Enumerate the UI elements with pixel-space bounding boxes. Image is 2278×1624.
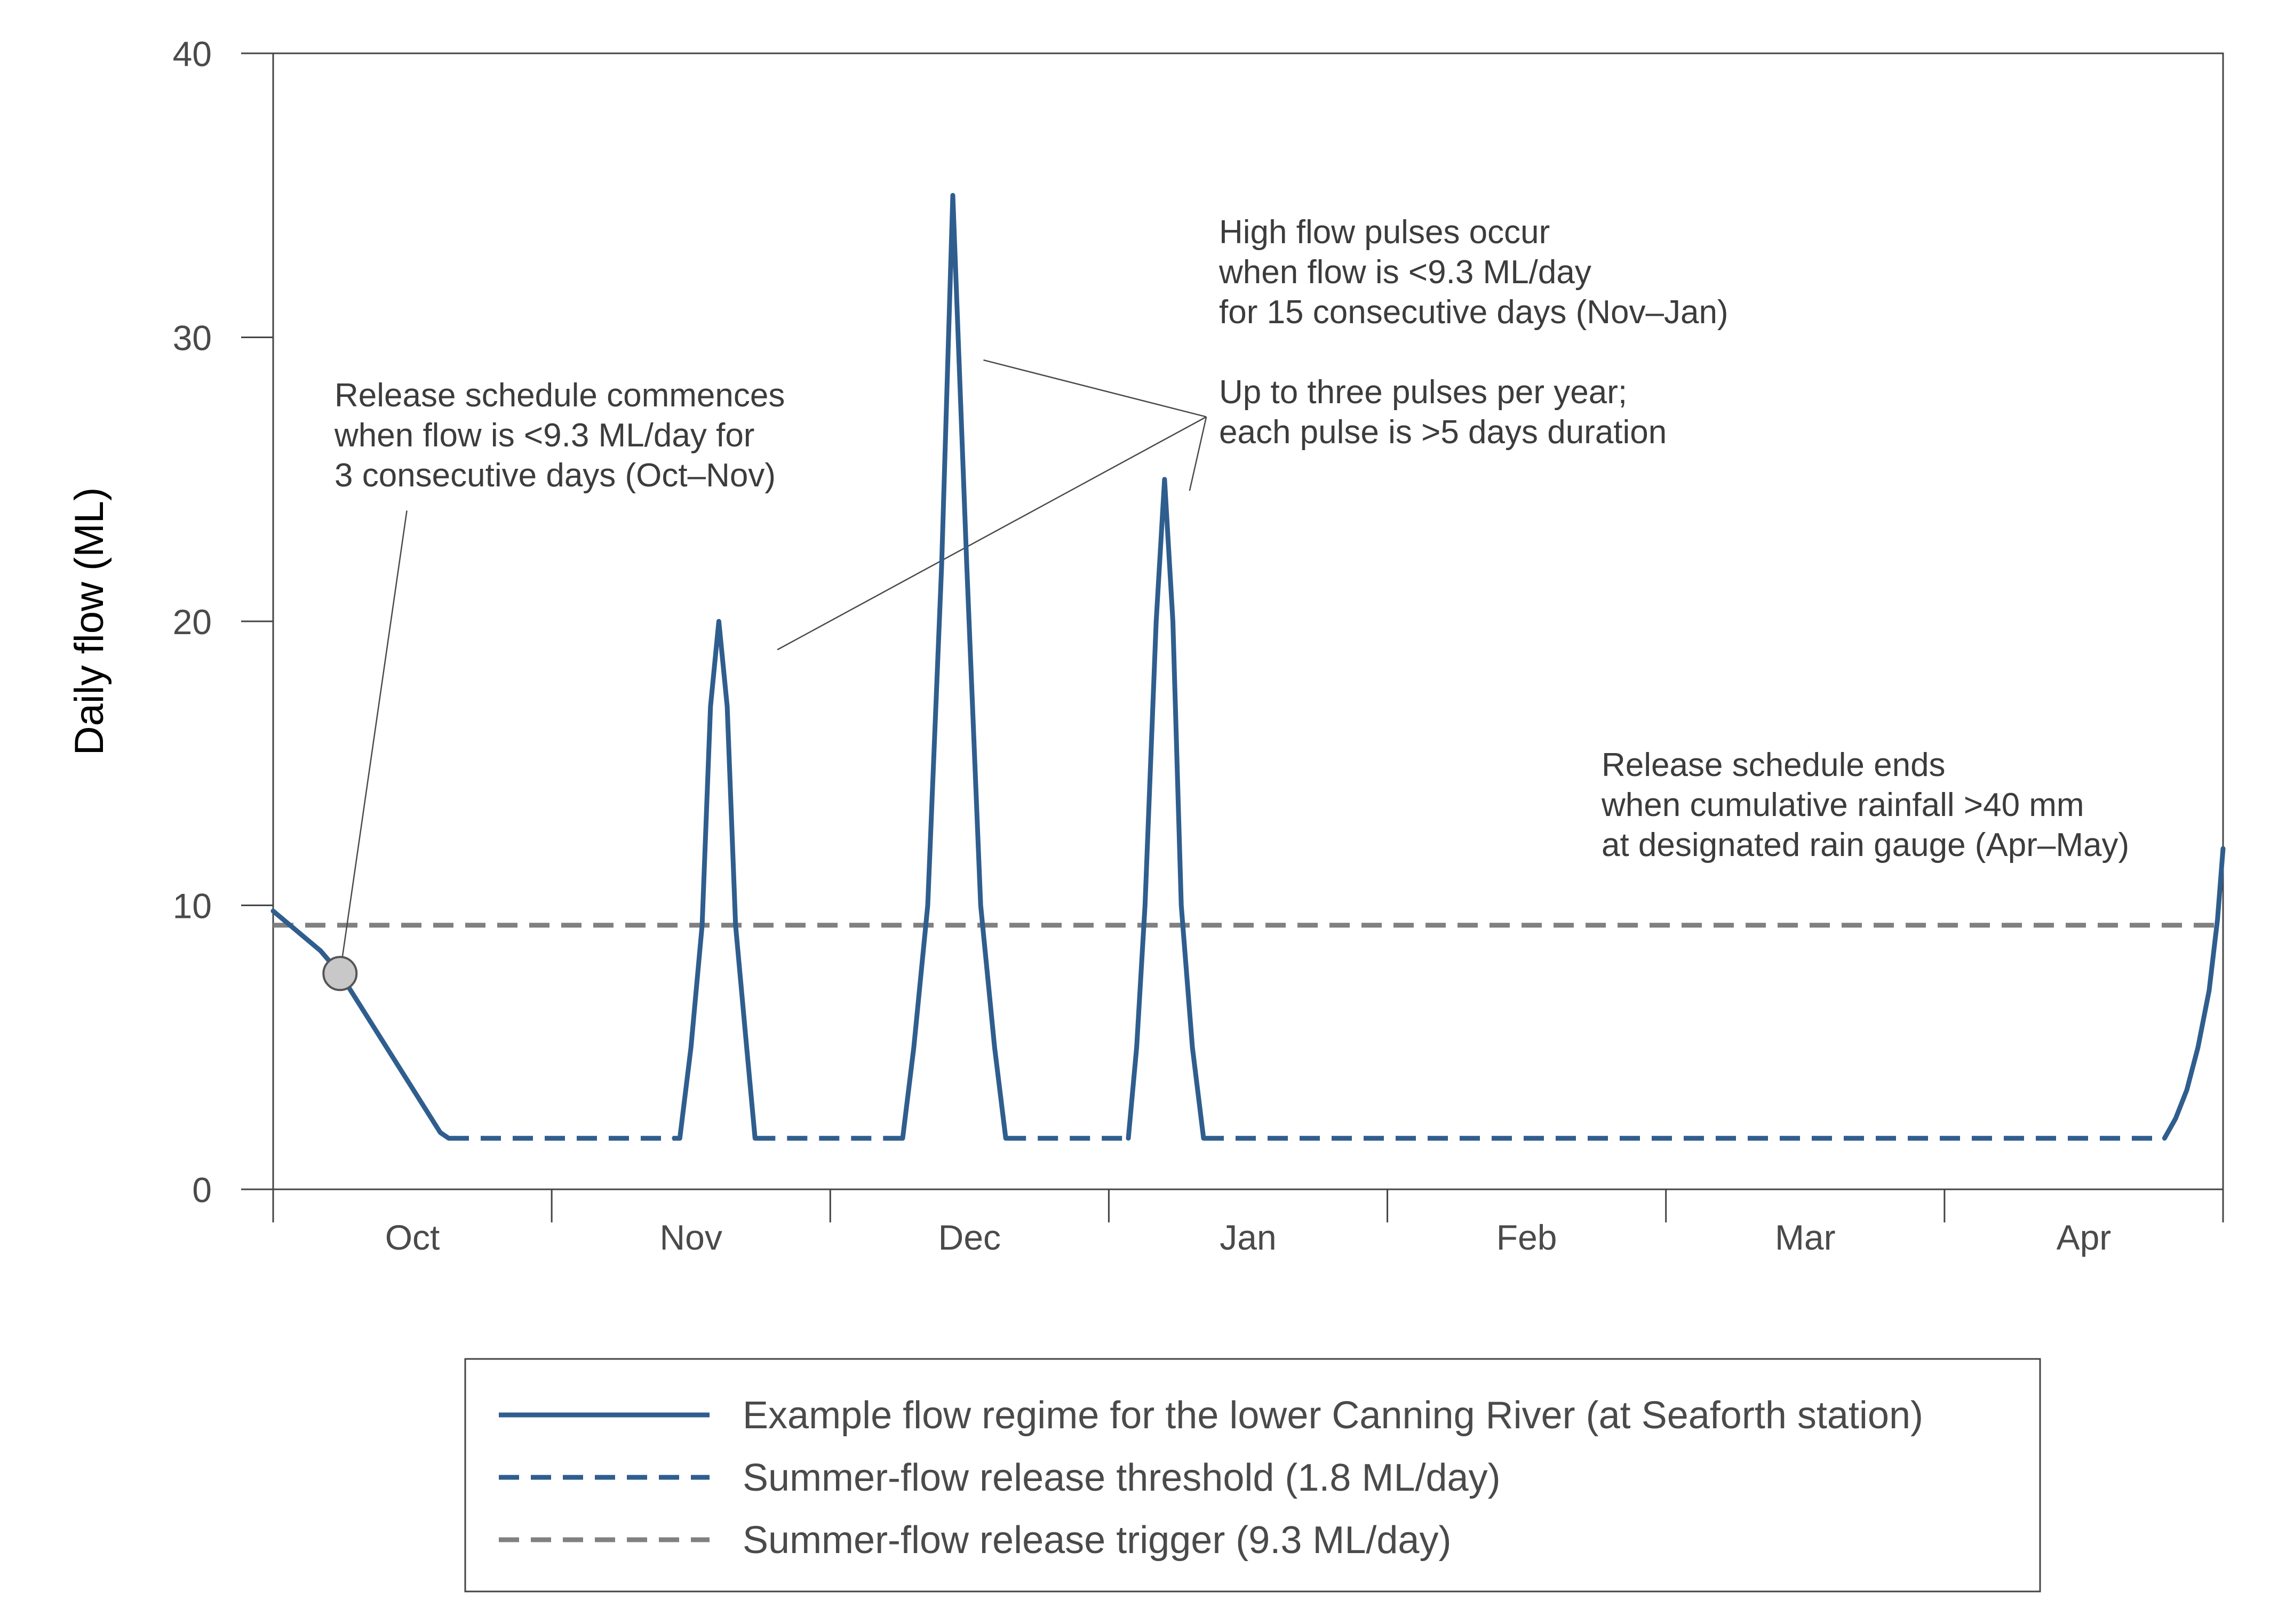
flow-line-final-rise	[2162, 846, 2226, 1141]
marker-layer	[322, 956, 358, 991]
annotation-3-line-3: at designated rain gauge (Apr–May)	[1602, 827, 2129, 863]
y-tick-label: 10	[173, 886, 212, 926]
annotation-1-line-2: when flow is <9.3 ML/day for	[334, 417, 754, 454]
leader-lines	[339, 359, 1207, 974]
y-axis: 0 10 20 30 40	[173, 34, 273, 1210]
flow-pulse-1	[672, 619, 758, 1141]
legend-label-trigger: Summer-flow release trigger (9.3 ML/day)	[743, 1519, 1451, 1562]
x-tick-label-feb: Feb	[1496, 1218, 1557, 1257]
x-tick-label-oct: Oct	[385, 1218, 440, 1257]
x-tick-label-jan: Jan	[1220, 1218, 1276, 1257]
annotation-2-line-2: when flow is <9.3 ML/day	[1218, 254, 1591, 291]
y-tick-label: 30	[173, 318, 212, 358]
leader-line-pulse-3	[1189, 417, 1207, 491]
annotation-release-ends: Release schedule ends when cumulative ra…	[1601, 747, 2129, 863]
flow-pulse-3	[1126, 477, 1206, 1141]
x-tick-label-nov: Nov	[660, 1218, 722, 1257]
annotation-3-line-1: Release schedule ends	[1602, 747, 1946, 783]
annotation-high-flow-pulses: High flow pulses occur when flow is <9.3…	[1218, 214, 1729, 451]
x-tick-label-dec: Dec	[938, 1218, 1001, 1257]
x-tick-label-mar: Mar	[1775, 1218, 1836, 1257]
flow-pulse-2	[900, 193, 1008, 1141]
x-tick-label-apr: Apr	[2057, 1218, 2112, 1257]
annotation-2-line-1: High flow pulses occur	[1219, 214, 1550, 251]
legend-label-threshold: Summer-flow release threshold (1.8 ML/da…	[743, 1457, 1501, 1499]
flow-series	[270, 193, 2226, 1141]
annotation-release-commences: Release schedule commences when flow is …	[334, 377, 785, 494]
y-tick-label: 0	[192, 1170, 212, 1210]
x-axis: Oct Nov Dec Jan Feb Mar Apr	[272, 1189, 2224, 1257]
leader-line-pulse-1	[983, 359, 1207, 418]
commence-marker	[322, 956, 358, 991]
y-axis-title: Daily flow (ML)	[67, 487, 112, 756]
annotation-2-line-5: Up to three pulses per year;	[1219, 374, 1627, 411]
flow-line-recession	[270, 908, 451, 1141]
annotation-3-line-2: when cumulative rainfall >40 mm	[1601, 787, 2084, 823]
leader-line-commences	[339, 510, 408, 974]
y-tick-label: 20	[173, 602, 212, 642]
annotation-1-line-3: 3 consecutive days (Oct–Nov)	[334, 457, 776, 494]
annotation-2-line-6: each pulse is >5 days duration	[1219, 414, 1667, 451]
legend-box	[464, 1358, 2041, 1593]
legend-label-flow: Example flow regime for the lower Cannin…	[743, 1394, 1923, 1437]
leader-line-pulse-2	[777, 416, 1207, 651]
y-tick-label: 40	[173, 34, 212, 74]
legend: Example flow regime for the lower Cannin…	[464, 1358, 2041, 1593]
annotation-2-line-3: for 15 consecutive days (Nov–Jan)	[1219, 294, 1729, 331]
annotation-1-line-1: Release schedule commences	[334, 377, 785, 414]
